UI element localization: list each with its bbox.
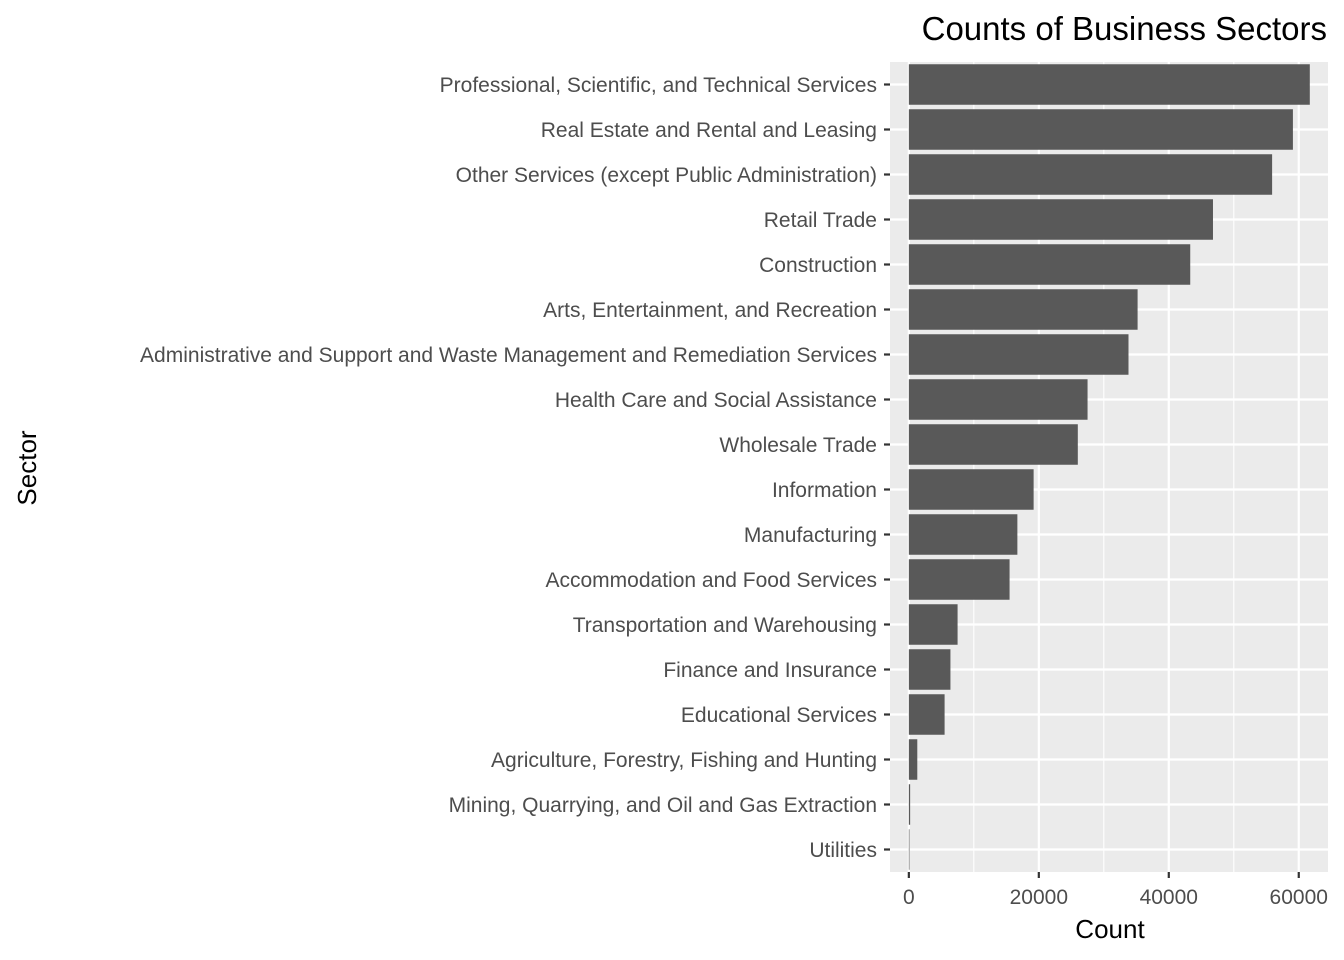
y-tick-label: Arts, Entertainment, and Recreation [543, 299, 877, 322]
bar [908, 469, 1034, 510]
y-axis-title: Sector [12, 430, 42, 505]
bars [908, 64, 1310, 870]
y-tick-label: Retail Trade [764, 209, 877, 232]
bar [908, 829, 910, 870]
bar [908, 64, 1310, 105]
y-tick-label: Manufacturing [744, 524, 877, 547]
y-tick-label: Health Care and Social Assistance [555, 389, 877, 412]
y-tick-label: Accommodation and Food Services [546, 569, 878, 592]
x-tick-label: 0 [903, 886, 915, 909]
grid-minor [973, 62, 1235, 872]
y-tick-label: Information [772, 479, 877, 502]
bar [908, 199, 1213, 240]
bar [908, 424, 1078, 465]
bar [908, 154, 1273, 195]
bar [908, 289, 1138, 330]
x-axis: 0 20000 40000 60000 [903, 872, 1328, 909]
y-tick-label: Other Services (except Public Administra… [456, 164, 877, 187]
bar [908, 649, 951, 690]
y-tick-label: Mining, Quarrying, and Oil and Gas Extra… [449, 794, 877, 817]
plot-panel [890, 62, 1328, 872]
y-tick-label: Wholesale Trade [719, 434, 877, 457]
x-axis-title: Count [1075, 914, 1145, 944]
bar [908, 739, 918, 780]
y-tick-label: Educational Services [681, 704, 877, 727]
x-tick-label: 60000 [1270, 886, 1328, 909]
y-tick-label: Administrative and Support and Waste Man… [140, 344, 877, 367]
y-tick-label: Agriculture, Forestry, Fishing and Hunti… [491, 749, 877, 772]
bar [908, 109, 1293, 150]
bar [908, 559, 1010, 600]
y-tick-label: Construction [759, 254, 877, 277]
chart-title: Counts of Business Sectors [922, 10, 1327, 47]
y-tick-label: Professional, Scientific, and Technical … [440, 74, 877, 97]
y-tick-label: Utilities [809, 839, 877, 862]
x-tick-label: 40000 [1140, 886, 1198, 909]
bar [908, 379, 1088, 420]
bar [908, 784, 911, 825]
bar [908, 694, 945, 735]
bar [908, 604, 958, 645]
y-tick-label: Real Estate and Rental and Leasing [541, 119, 877, 142]
y-tick-label: Transportation and Warehousing [573, 614, 877, 637]
bar [908, 514, 1018, 555]
y-tick-label: Finance and Insurance [663, 659, 877, 682]
bar [908, 244, 1191, 285]
y-axis: Professional, Scientific, and Technical … [140, 74, 890, 862]
x-tick-label: 20000 [1010, 886, 1068, 909]
bar [908, 334, 1129, 375]
